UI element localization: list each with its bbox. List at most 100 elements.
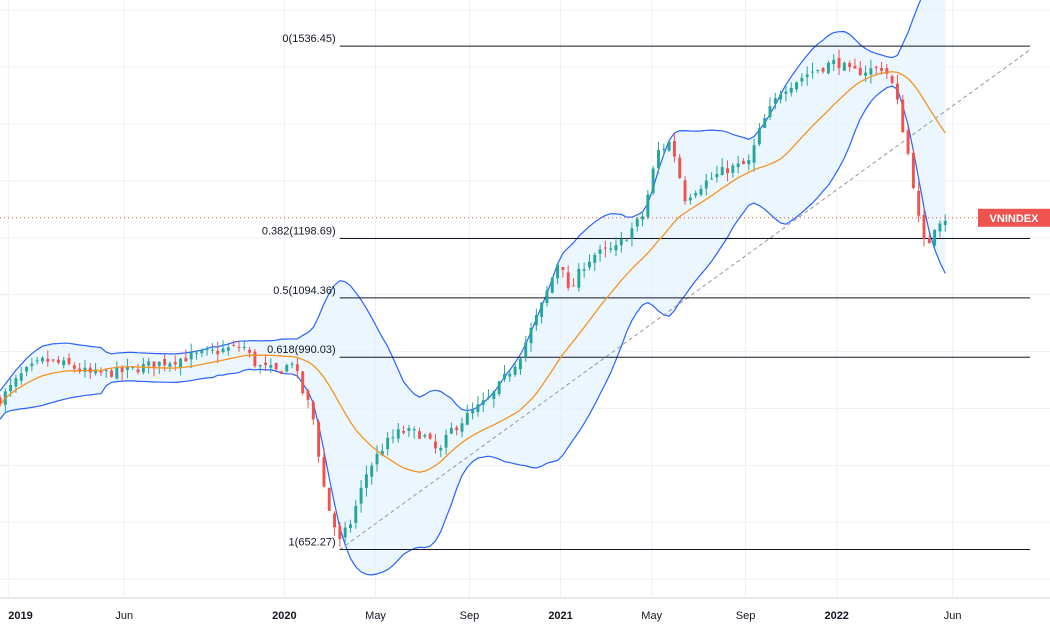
candle: [354, 499, 358, 529]
x-tick-label: Sep: [460, 610, 480, 622]
candle: [46, 350, 50, 367]
candle: [534, 308, 538, 331]
candle: [359, 480, 363, 513]
candle: [752, 138, 756, 172]
candle: [826, 60, 830, 75]
candle-body: [322, 456, 326, 487]
candle-body: [657, 150, 660, 169]
candle: [274, 362, 278, 371]
candle-body: [189, 352, 193, 360]
candle-body: [603, 247, 607, 249]
candle: [264, 354, 267, 372]
candle: [641, 211, 645, 227]
candle: [503, 365, 506, 382]
x-tick-label: May: [641, 610, 662, 622]
candle-body: [46, 358, 50, 362]
candle: [25, 365, 29, 377]
candle-body: [864, 72, 868, 76]
candle-body: [120, 366, 124, 373]
candle-body: [258, 365, 262, 367]
candle-body: [242, 347, 246, 349]
candle-body: [157, 361, 161, 366]
candle: [460, 417, 464, 438]
grid: [0, 0, 1050, 598]
candle: [449, 422, 453, 435]
candle-body: [67, 357, 71, 365]
symbol-tag: [978, 208, 1050, 227]
candle-body: [779, 94, 783, 100]
candle-body: [481, 400, 485, 405]
candle-body: [131, 366, 135, 368]
candle-body: [370, 465, 374, 477]
candle-body: [152, 361, 156, 369]
x-tick-label: 2019: [8, 610, 32, 622]
candle-body: [449, 428, 453, 434]
candle: [232, 340, 236, 347]
candle-body: [110, 370, 113, 377]
candle-body: [848, 63, 852, 67]
candle: [104, 368, 108, 378]
candle: [614, 237, 618, 257]
time-axis: 2019 Jun 2020 May Sep 2021 May Sep 2022 Jun: [0, 597, 1050, 622]
candle-body: [614, 245, 618, 251]
candle-body: [25, 367, 29, 372]
candle-body: [720, 167, 724, 176]
candle: [311, 400, 315, 425]
candle-body: [550, 277, 554, 293]
candle: [545, 285, 549, 307]
candle-body: [311, 401, 315, 420]
candle-body: [678, 157, 682, 178]
candle: [885, 64, 889, 79]
candle-body: [917, 190, 921, 216]
candle-body: [534, 315, 538, 326]
candle: [880, 61, 883, 75]
fib-level-label: 1(652.27): [289, 536, 336, 548]
candle-body: [508, 373, 512, 377]
candle: [396, 422, 400, 443]
candle: [704, 173, 708, 196]
candle: [407, 425, 411, 438]
candle: [402, 425, 406, 435]
candle-body: [104, 369, 108, 371]
candle-body: [635, 218, 639, 227]
candle: [195, 350, 198, 360]
candle-body: [726, 168, 729, 174]
candle: [821, 67, 825, 74]
candle: [481, 392, 485, 413]
fibonacci-retracement: 0(1536.45) 0.382(1198.69) 0.5(1094.36) 0.61…: [262, 33, 1030, 550]
candle: [651, 165, 655, 196]
candle-body: [444, 434, 448, 448]
candle: [226, 342, 230, 356]
candle-body: [821, 68, 825, 72]
candle-body: [380, 450, 384, 456]
candle-body: [609, 248, 613, 250]
candle: [593, 252, 597, 271]
candle-body: [285, 365, 289, 372]
candle: [805, 66, 809, 86]
candle-body: [906, 130, 910, 154]
candle-body: [763, 118, 767, 128]
candle: [518, 358, 522, 376]
candle-body: [221, 348, 225, 353]
candle-body: [163, 359, 167, 366]
candle-body: [433, 441, 437, 449]
candle-body: [927, 237, 931, 244]
lower-band: [0, 85, 946, 576]
candle: [433, 434, 437, 454]
candle: [598, 244, 602, 262]
candle: [237, 340, 241, 352]
candle-body: [51, 359, 55, 361]
candle: [428, 432, 432, 440]
candle-body: [922, 214, 926, 239]
candle-body: [747, 160, 751, 165]
candle-body: [115, 367, 119, 379]
candle-body: [561, 266, 565, 270]
symbol-tag-label: VNINDEX: [990, 213, 1040, 225]
candle: [423, 433, 427, 439]
dashed-trend-line: [339, 49, 1031, 551]
candle-body: [811, 71, 814, 73]
candle: [816, 69, 820, 74]
candle-body: [662, 148, 666, 150]
